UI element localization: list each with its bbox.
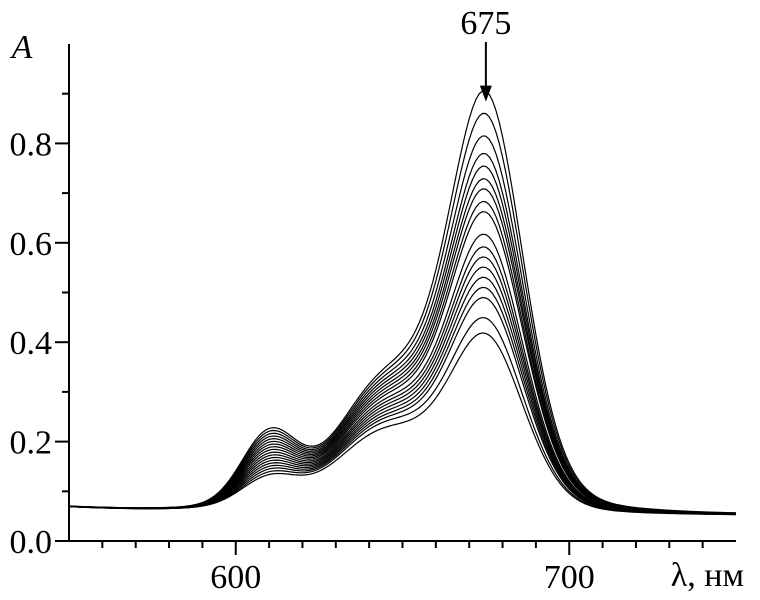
- spectrum-line-16: [68, 296, 737, 515]
- spectrum-line-1: [68, 90, 737, 514]
- spectrum-line-13: [68, 266, 737, 515]
- spectrum-line-6: [68, 178, 737, 515]
- spectrum-line-12: [68, 256, 737, 515]
- y-tick-label-0.4: 0.4: [10, 325, 53, 362]
- x-tick-label-600: 600: [210, 559, 261, 596]
- peak-annotation-label: 675: [460, 5, 511, 42]
- spectrum-line-2: [68, 112, 737, 514]
- y-tick-label-0.8: 0.8: [10, 126, 53, 163]
- x-axis-title: λ, нм: [671, 557, 744, 594]
- peak-annotation-arrow-head: [479, 85, 492, 102]
- spectrum-line-8: [68, 200, 737, 515]
- peak-annotation: 675: [460, 5, 511, 102]
- spectrum-line-14: [68, 276, 737, 515]
- spectrum-line-3: [68, 135, 737, 514]
- y-tick-label-0.6: 0.6: [10, 226, 53, 263]
- spectrum-line-17: [68, 316, 737, 516]
- ticks-group: 600 700 0.0 0.2 0.4 0.6 0.8: [10, 92, 704, 596]
- spectrum-line-4: [68, 152, 737, 514]
- spectrum-line-18: [68, 332, 737, 516]
- axes-group: [68, 44, 736, 542]
- y-tick-label-0.0: 0.0: [10, 524, 53, 561]
- spectrum-line-5: [68, 165, 737, 515]
- spectrum-line-9: [68, 211, 737, 515]
- series-group: [68, 90, 737, 516]
- y-tick-label-0.2: 0.2: [10, 425, 53, 462]
- y-axis-title: A: [10, 29, 33, 66]
- x-tick-label-700: 700: [544, 559, 595, 596]
